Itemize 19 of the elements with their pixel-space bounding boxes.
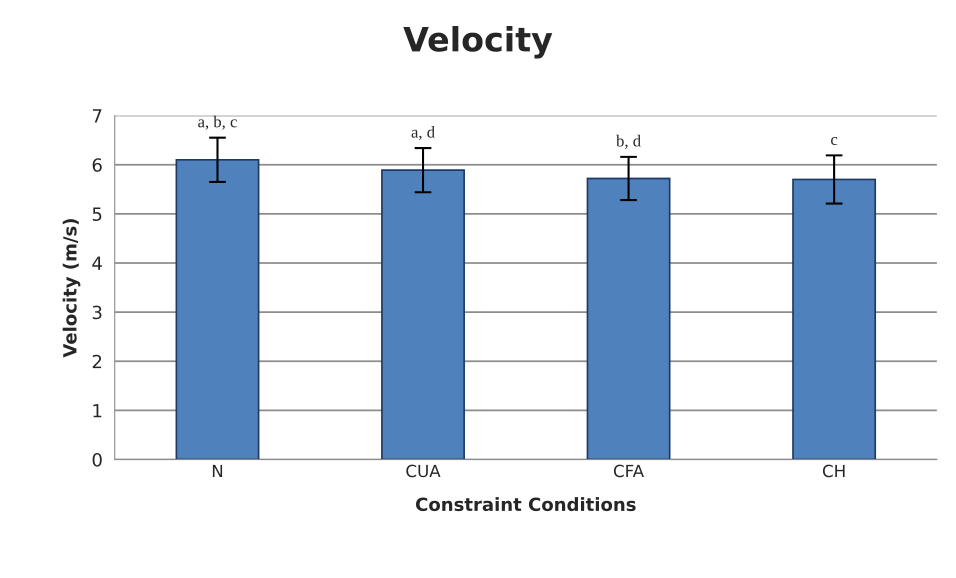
annotation: a, d <box>412 126 435 140</box>
x-axis-title: Constraint Conditions <box>416 497 636 512</box>
y-tick-label: 2 <box>92 354 102 368</box>
y-tick-label: 3 <box>92 306 102 320</box>
x-tick-label: N <box>212 464 222 478</box>
annotation: b, d <box>616 134 641 149</box>
x-tick-label: CUA <box>406 464 441 478</box>
annotation: c <box>831 137 838 146</box>
x-tick-label: CH <box>822 464 845 478</box>
y-axis-title: Velocity (m/s) <box>62 219 80 358</box>
y-tick-label: 4 <box>92 256 102 270</box>
y-tick-label: 6 <box>92 158 102 172</box>
y-tick-label: 1 <box>93 404 102 418</box>
chart-title: Velocity <box>403 26 552 59</box>
y-tick-label: 0 <box>92 452 102 467</box>
y-tick-label: 5 <box>92 208 102 221</box>
y-tick-label: 7 <box>92 109 102 122</box>
x-tick-label: CFA <box>614 464 644 478</box>
annotation: a, b, c <box>198 116 237 130</box>
